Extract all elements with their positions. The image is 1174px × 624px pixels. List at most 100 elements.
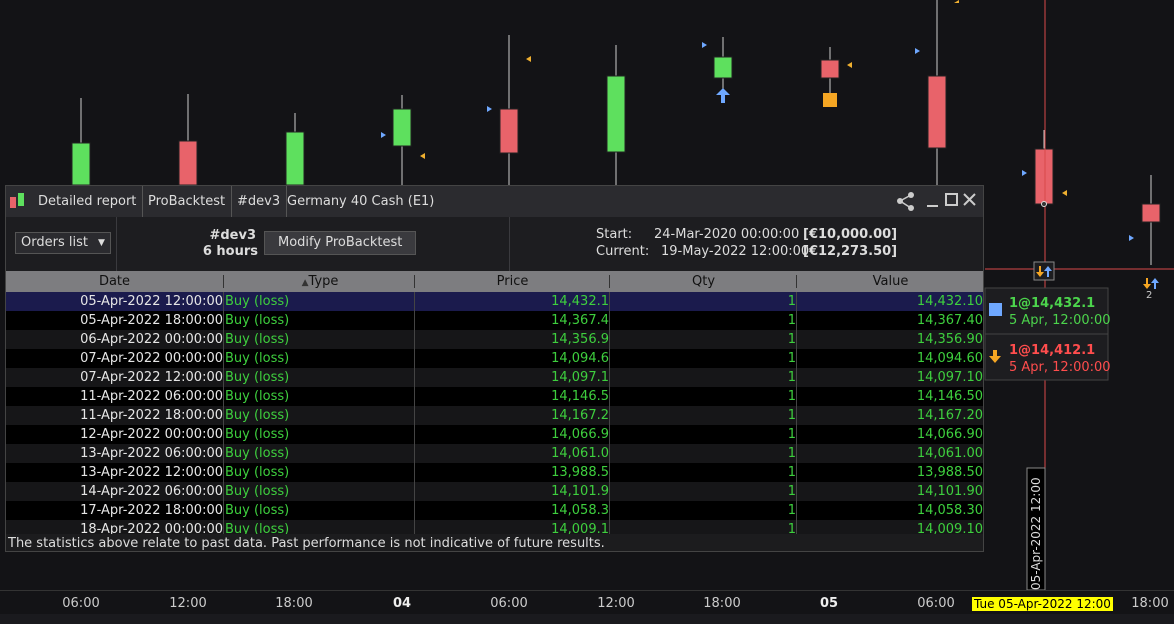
tab[interactable]: Detailed report: [32, 186, 144, 217]
cell: Buy (loss): [225, 370, 290, 385]
cell: 14,101.9: [551, 484, 609, 499]
cell: 14,061.00: [916, 446, 983, 461]
tooltip-order: 1@14,412.1: [1009, 343, 1096, 358]
x-axis-label: 12:00: [169, 596, 207, 611]
order-row[interactable]: 07-Apr-2022 00:00:00 Buy (loss) 14,094.6 1 1…: [6, 349, 983, 368]
tooltip-time: 5 Apr, 12:00:00: [1009, 313, 1111, 328]
current-label: Current:: [596, 244, 650, 259]
x-axis-label: 18:00: [275, 596, 313, 611]
column-divider: [223, 275, 224, 288]
x-axis-label: 06:00: [490, 596, 528, 611]
cell: 07-Apr-2022 00:00:00: [80, 351, 223, 366]
cell: Buy (loss): [225, 294, 290, 309]
table-header: Date ▲Type Price Qty Value: [6, 271, 983, 292]
cell: 14,167.2: [551, 408, 609, 423]
column-line: [223, 292, 224, 534]
order-row[interactable]: 17-Apr-2022 18:00:00 Buy (loss) 14,058.3 1 1…: [6, 501, 983, 520]
cell: 14,167.20: [916, 408, 983, 423]
cell: 14,432.10: [916, 294, 983, 309]
cell: 14,009.1: [551, 522, 609, 537]
order-row[interactable]: 06-Apr-2022 00:00:00 Buy (loss) 14,356.9 1 1…: [6, 330, 983, 349]
cell: Buy (loss): [225, 503, 290, 518]
cell: 14,066.9: [551, 427, 609, 442]
cell: 1: [787, 294, 796, 309]
cell: 1: [787, 503, 796, 518]
cell: 14,097.10: [916, 370, 983, 385]
cell: 14,094.6: [551, 351, 609, 366]
cell: 13-Apr-2022 06:00:00: [80, 446, 223, 461]
cell: 1: [787, 408, 796, 423]
cell: 14,061.0: [551, 446, 609, 461]
order-row[interactable]: 13-Apr-2022 06:00:00 Buy (loss) 14,061.0 1 1…: [6, 444, 983, 463]
marker-count: 2: [1146, 290, 1153, 301]
cell: 14,058.30: [916, 503, 983, 518]
cell: 14,058.3: [551, 503, 609, 518]
cell: 14,101.90: [916, 484, 983, 499]
cell: 1: [787, 427, 796, 442]
cell: 1: [787, 389, 796, 404]
cell: 14,356.90: [916, 332, 983, 347]
cell: 06-Apr-2022 00:00:00: [80, 332, 223, 347]
column-header[interactable]: Price: [496, 274, 529, 289]
order-row[interactable]: 05-Apr-2022 12:00:00 Buy (loss) 14,432.1 1 1…: [6, 292, 983, 311]
cell: 1: [787, 465, 796, 480]
tab[interactable]: #dev3: [231, 186, 288, 217]
modify-button[interactable]: Modify ProBacktest: [264, 231, 417, 255]
cell: Buy (loss): [225, 408, 290, 423]
toolbar: Orders list ▼ #dev3 6 hours Modify ProBac…: [6, 217, 983, 272]
order-row[interactable]: 14-Apr-2022 06:00:00 Buy (loss) 14,101.9 1 1…: [6, 482, 983, 501]
cell: Buy (loss): [225, 389, 290, 404]
x-axis-label: 05: [819, 596, 839, 611]
cell: 1: [787, 522, 796, 537]
x-axis-label: 12:00: [597, 596, 635, 611]
column-divider: [796, 275, 797, 288]
strategy-name: #dev3: [209, 228, 256, 243]
cell: Buy (loss): [225, 427, 290, 442]
cell: Buy (loss): [225, 313, 290, 328]
cell: 14,146.5: [551, 389, 609, 404]
start-date: 24-Mar-2020 00:00:00: [654, 227, 800, 242]
column-divider: [609, 275, 610, 288]
cell: 17-Apr-2022 18:00:00: [80, 503, 223, 518]
column-divider: [414, 275, 415, 288]
cell: 14,066.90: [916, 427, 983, 442]
cell: 14-Apr-2022 06:00:00: [80, 484, 223, 499]
report-icon: [10, 193, 24, 208]
cell: 14,367.40: [916, 313, 983, 328]
title-bar: Detailed report ProBacktest #dev3 German…: [6, 186, 983, 217]
column-header[interactable]: Date: [98, 274, 131, 289]
cell: 1: [787, 332, 796, 347]
column-header[interactable]: ▲Type: [301, 274, 339, 289]
x-axis-label: 06:00: [917, 596, 955, 611]
order-row[interactable]: 13-Apr-2022 12:00:00 Buy (loss) 13,988.5 1 1…: [6, 463, 983, 482]
cell: 1: [787, 446, 796, 461]
order-row[interactable]: 07-Apr-2022 12:00:00 Buy (loss) 14,097.1 1 1…: [6, 368, 983, 387]
cell: 1: [787, 370, 796, 385]
column-header[interactable]: Qty: [691, 274, 716, 289]
x-axis-label: 06:00: [62, 596, 100, 611]
column-line: [796, 292, 797, 534]
order-row[interactable]: 12-Apr-2022 00:00:00 Buy (loss) 14,066.9 1 1…: [6, 425, 983, 444]
order-row[interactable]: 11-Apr-2022 06:00:00 Buy (loss) 14,146.5 1 1…: [6, 387, 983, 406]
cell: 05-Apr-2022 18:00:00: [80, 313, 223, 328]
cell: Buy (loss): [225, 522, 290, 537]
order-row[interactable]: 11-Apr-2022 18:00:00 Buy (loss) 14,167.2 1 1…: [6, 406, 983, 425]
column-header[interactable]: Value: [872, 274, 909, 289]
column-line: [414, 292, 415, 534]
dropdown-label: Orders list: [21, 235, 88, 250]
orders-dropdown[interactable]: Orders list ▼: [15, 232, 111, 254]
cell: 14,094.60: [916, 351, 983, 366]
cell: 14,367.4: [551, 313, 609, 328]
cursor-label: Tue 05-Apr-2022 12:00: [972, 597, 1113, 611]
cell: 13-Apr-2022 12:00:00: [80, 465, 223, 480]
tab[interactable]: ProBacktest: [142, 186, 233, 217]
order-row[interactable]: 05-Apr-2022 18:00:00 Buy (loss) 14,367.4 1 1…: [6, 311, 983, 330]
cell: 1: [787, 313, 796, 328]
start-capital: [€10,000.00]: [803, 227, 898, 242]
cell: 07-Apr-2022 12:00:00: [80, 370, 223, 385]
window-controls: [897, 192, 976, 211]
tab[interactable]: Germany 40 Cash (E1): [287, 194, 435, 209]
x-axis-label: 18:00: [703, 596, 741, 611]
